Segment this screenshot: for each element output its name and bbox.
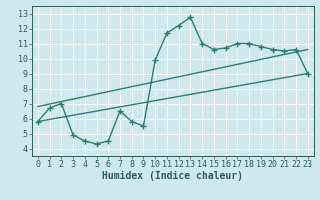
- X-axis label: Humidex (Indice chaleur): Humidex (Indice chaleur): [102, 171, 243, 181]
